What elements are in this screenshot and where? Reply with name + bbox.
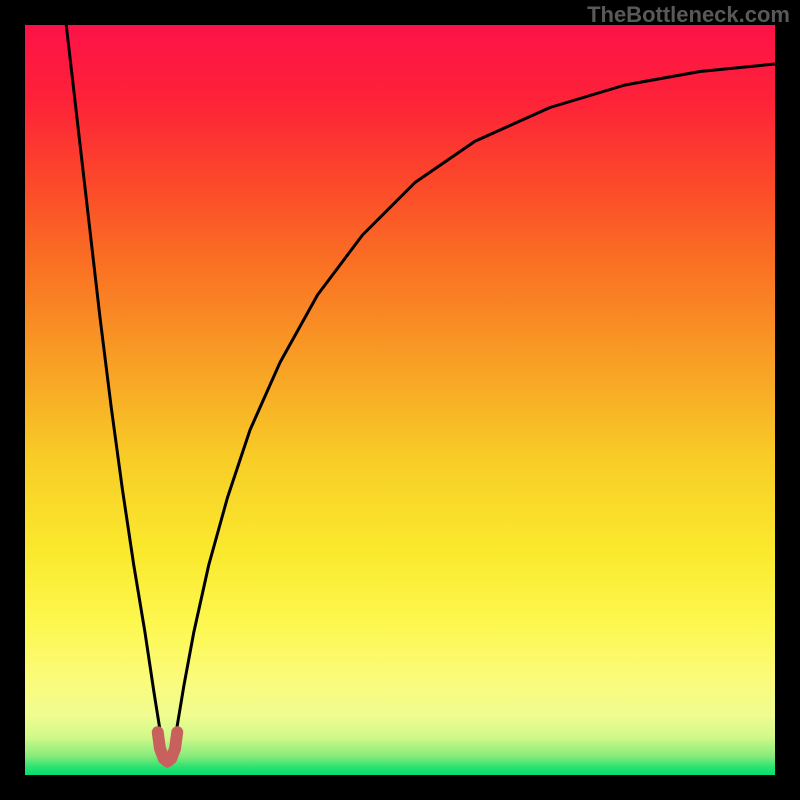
attribution-label: TheBottleneck.com bbox=[587, 2, 790, 28]
chart-container: TheBottleneck.com bbox=[0, 0, 800, 800]
plot-area bbox=[25, 25, 775, 775]
chart-svg bbox=[0, 0, 800, 800]
